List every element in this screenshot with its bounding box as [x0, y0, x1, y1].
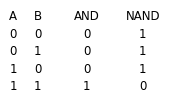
Text: 1: 1: [139, 63, 147, 76]
Text: 0: 0: [83, 28, 90, 41]
Text: 0: 0: [139, 80, 147, 93]
Text: 1: 1: [83, 80, 90, 93]
Text: 1: 1: [9, 63, 17, 76]
Text: 0: 0: [34, 63, 41, 76]
Text: B: B: [33, 10, 42, 23]
Text: AND: AND: [74, 10, 99, 23]
Text: NAND: NAND: [126, 10, 160, 23]
Text: 0: 0: [34, 28, 41, 41]
Text: 0: 0: [9, 28, 17, 41]
Text: 0: 0: [83, 63, 90, 76]
Text: A: A: [9, 10, 17, 23]
Text: 0: 0: [9, 45, 17, 58]
Text: 1: 1: [139, 28, 147, 41]
Text: 1: 1: [34, 80, 41, 93]
Text: 1: 1: [34, 45, 41, 58]
Text: 1: 1: [9, 80, 17, 93]
Text: 0: 0: [83, 45, 90, 58]
Text: 1: 1: [139, 45, 147, 58]
